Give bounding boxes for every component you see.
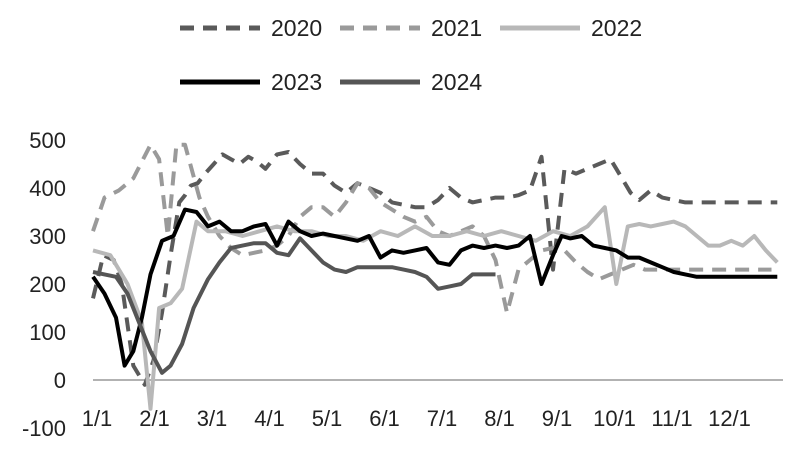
legend-label-2023: 2023 xyxy=(271,69,322,95)
x-tick-label: 4/1 xyxy=(254,406,285,431)
y-tick-label: 400 xyxy=(29,176,66,201)
x-tick-label: 6/1 xyxy=(369,406,400,431)
series-line-2020 xyxy=(91,150,778,387)
y-tick-label: 300 xyxy=(29,224,66,249)
legend-label-2020: 2020 xyxy=(271,15,322,41)
x-tick-label: 10/1 xyxy=(593,406,636,431)
legend-label-2022: 2022 xyxy=(591,15,642,41)
x-tick-label: 8/1 xyxy=(484,406,515,431)
series-line-2023 xyxy=(91,207,778,368)
x-tick-label: 3/1 xyxy=(197,406,228,431)
legend-label-2024: 2024 xyxy=(431,69,482,95)
x-tick-label: 12/1 xyxy=(708,406,751,431)
y-tick-label: -100 xyxy=(22,416,66,441)
y-tick-label: 0 xyxy=(54,368,66,393)
x-tick-label: 11/1 xyxy=(651,406,692,431)
y-axis: -100 0 100 200 300 400 500 xyxy=(22,128,66,441)
x-tick-label: 5/1 xyxy=(312,406,343,431)
y-tick-label: 100 xyxy=(29,320,66,345)
y-tick-label: 500 xyxy=(29,128,66,153)
plot-area xyxy=(91,142,779,411)
series-line-2021 xyxy=(91,142,772,315)
legend-label-2021: 2021 xyxy=(431,15,482,41)
y-tick-label: 200 xyxy=(29,272,66,297)
series-line-2022 xyxy=(92,205,779,411)
x-tick-label: 2/1 xyxy=(139,406,170,431)
x-axis: 1/1 2/1 3/1 4/1 5/1 6/1 7/1 8/1 9/1 10/1 11/1 12/1 xyxy=(82,379,783,431)
series-line-2024 xyxy=(92,236,496,375)
x-tick-label: 7/1 xyxy=(427,406,458,431)
x-tick-label: 1/1 xyxy=(82,406,113,431)
x-tick-label: 9/1 xyxy=(542,406,573,431)
legend: 2020 2021 2022 2023 2024 xyxy=(180,15,642,95)
